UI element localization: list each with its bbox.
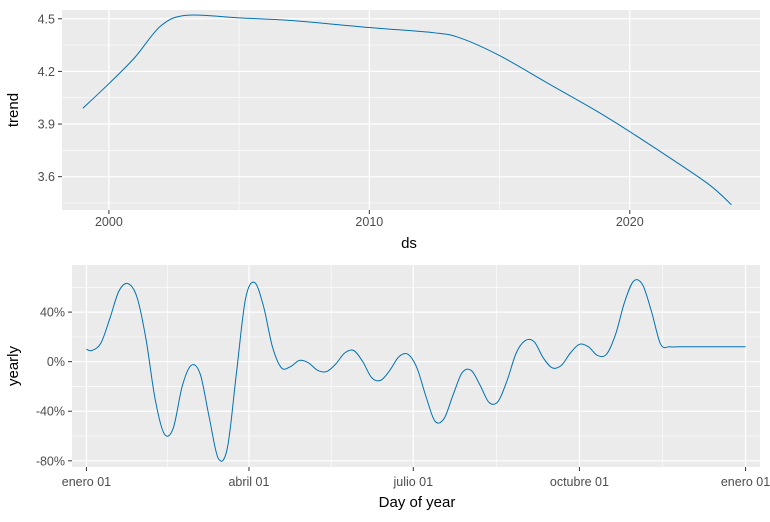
x-axis-title: ds <box>401 235 417 252</box>
trend-panel: 2000 2010 2020 3.6 3.9 4.2 4.5 ds trend <box>5 10 760 252</box>
x-tick-label: abril 01 <box>228 475 269 489</box>
y-axis-title: trend <box>5 93 22 127</box>
y-tick-label: 3.9 <box>38 118 55 132</box>
x-tick-label: enero 01 <box>62 475 111 489</box>
y-tick-label: 3.6 <box>38 170 55 184</box>
panel-background <box>62 10 760 210</box>
series-line <box>82 14 732 206</box>
y-tick-label: 4.5 <box>38 12 55 26</box>
y-tick-label: -80% <box>36 454 65 468</box>
x-tick-label: enero 01 <box>721 475 770 489</box>
y-tick-label: 0% <box>47 355 65 369</box>
x-tick-label: 2020 <box>616 215 644 229</box>
x-tick-label: julio 01 <box>392 475 433 489</box>
x-tick-label: 2000 <box>95 215 123 229</box>
y-tick-label: 4.2 <box>38 65 55 79</box>
y-tick-label: -40% <box>36 405 65 419</box>
series-line <box>86 279 746 462</box>
x-axis-title: Day of year <box>379 494 456 511</box>
y-axis-title: yearly <box>5 345 22 386</box>
x-tick-label: octubre 01 <box>550 475 609 489</box>
y-tick-label: 40% <box>40 306 65 320</box>
x-tick-label: 2010 <box>355 215 383 229</box>
yearly-panel: enero 01 abril 01 julio 01 octubre 01 enero … <box>5 265 770 511</box>
